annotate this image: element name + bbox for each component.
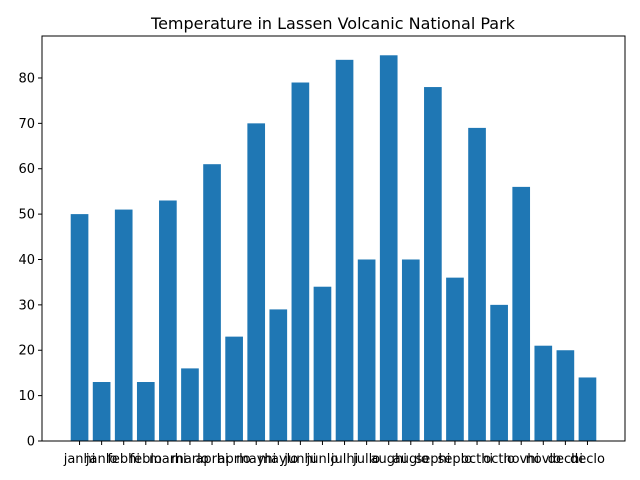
bar-sephi xyxy=(424,87,442,442)
x-tick-label: octhi xyxy=(461,452,493,467)
bar-junlo xyxy=(313,286,332,441)
y-tick-label: 30 xyxy=(18,298,35,313)
y-tick-label: 50 xyxy=(18,208,35,223)
bar-janlo xyxy=(92,382,111,441)
x-tick-label: novlo xyxy=(526,452,561,467)
bar-octhi xyxy=(468,127,486,442)
x-tick-label: jullo xyxy=(352,452,380,467)
y-axis: 0 10 20 30 40 50 60 70 80 xyxy=(18,71,42,450)
x-tick-label: sephi xyxy=(415,452,450,467)
x-tick-label: declo xyxy=(570,452,605,467)
y-tick-label: 0 xyxy=(27,435,35,450)
x-tick-label: febhi xyxy=(107,452,140,467)
plot-frame xyxy=(41,35,626,442)
x-tick-label: marhi xyxy=(149,452,187,467)
y-tick-label: 40 xyxy=(18,253,35,268)
x-tick-label: maylo xyxy=(258,452,298,467)
bar-dechi xyxy=(556,350,575,441)
bar-novlo xyxy=(534,345,553,441)
bar-auglo xyxy=(401,259,420,441)
x-tick-label: marlo xyxy=(171,452,209,467)
x-tick-label: seplo xyxy=(438,452,473,467)
bar-octlo xyxy=(490,304,508,441)
x-tick-label: aprlo xyxy=(218,452,251,467)
bars-group xyxy=(70,55,597,442)
bar-aprhi xyxy=(203,164,221,441)
y-tick-label: 70 xyxy=(18,117,35,132)
y-tick-label: 80 xyxy=(18,71,35,86)
x-tick-label: auglo xyxy=(393,452,429,467)
chart-title: Temperature in Lassen Volcanic National … xyxy=(150,14,516,33)
bar-feblo xyxy=(136,382,155,441)
x-tick-label: aprhi xyxy=(195,452,228,467)
x-tick-label: janlo xyxy=(85,452,117,467)
bar-aughi xyxy=(379,55,398,442)
bar-jullo xyxy=(357,259,376,441)
y-tick-label: 60 xyxy=(18,162,35,177)
bar-janhi xyxy=(70,214,89,441)
bar-julhi xyxy=(335,59,354,442)
bar-marhi xyxy=(159,200,177,441)
x-tick-label: junhi xyxy=(283,452,316,467)
x-tick-label: dechi xyxy=(548,452,583,467)
y-tick-label: 10 xyxy=(18,389,35,404)
bar-seplo xyxy=(446,277,464,441)
y-tick-label: 20 xyxy=(18,344,35,359)
bar-mayhi xyxy=(247,123,266,442)
x-tick-label: novhi xyxy=(503,452,539,467)
x-tick-label: feblo xyxy=(130,452,162,467)
x-tick-label: janhi xyxy=(63,452,96,467)
bar-aprlo xyxy=(225,336,243,441)
x-tick-label: octlo xyxy=(483,452,515,467)
bar-febhi xyxy=(114,209,133,441)
bar-novhi xyxy=(512,186,531,441)
x-tick-label: julhi xyxy=(330,452,358,467)
bar-maylo xyxy=(269,309,288,441)
bar-junhi xyxy=(291,82,310,441)
x-tick-label: mayhi xyxy=(236,452,276,467)
x-tick-label: junlo xyxy=(306,452,339,467)
x-axis: janhijanlofebhifeblomarhimarloaprhiaprlo… xyxy=(63,441,605,467)
bar-marlo xyxy=(181,368,199,441)
x-tick-label: aughi xyxy=(371,452,407,467)
bar-declo xyxy=(578,377,597,441)
